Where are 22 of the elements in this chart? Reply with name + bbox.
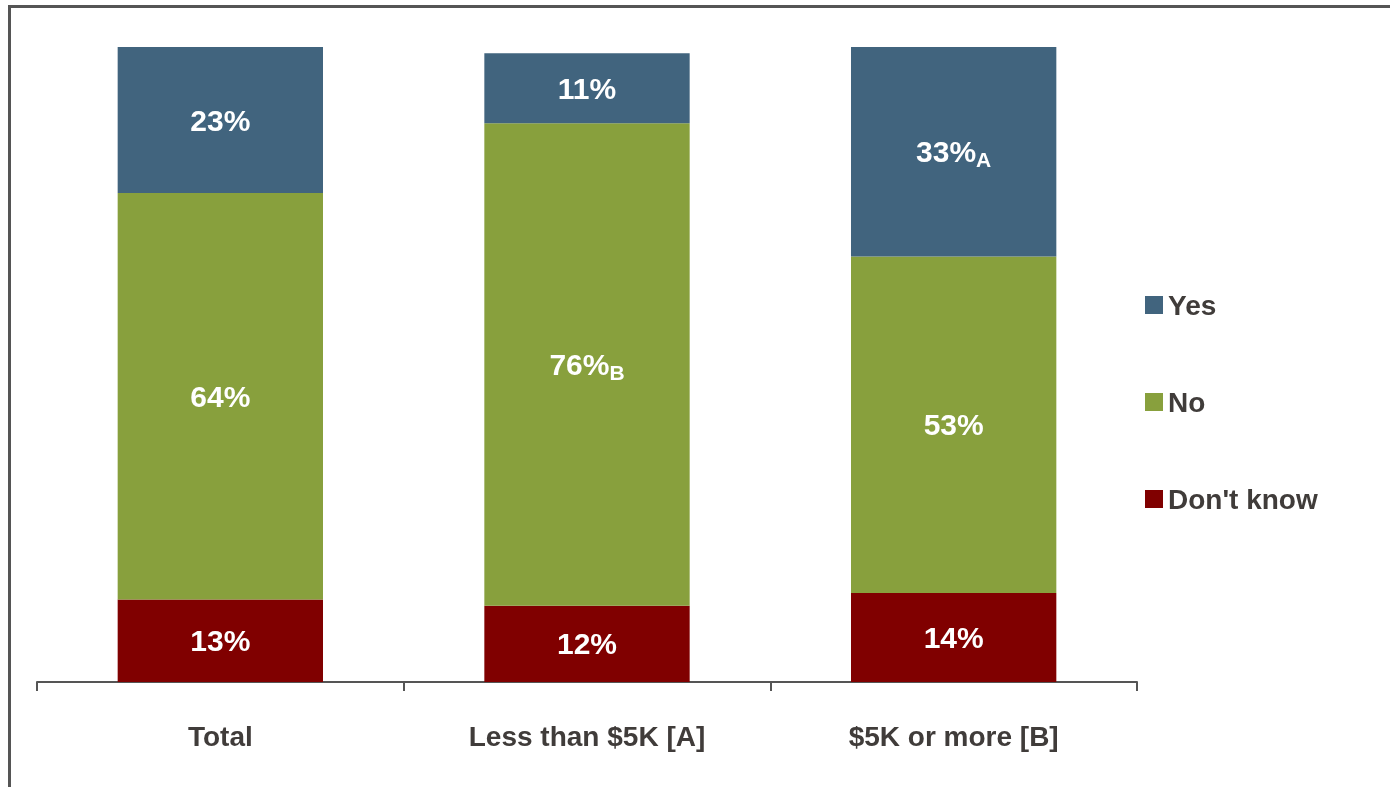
bar — [117, 47, 323, 194]
data-label: 53% — [923, 408, 984, 442]
bar — [484, 605, 690, 682]
bar — [117, 193, 323, 600]
legend-label: Don't know — [1168, 483, 1318, 515]
data-label: 64% — [190, 379, 251, 413]
data-label: 13% — [190, 624, 251, 658]
x-tick-label: Total — [187, 720, 253, 752]
bar — [851, 256, 1057, 594]
x-tick-label: Less than $5K [A] — [468, 720, 706, 752]
data-label: 12% — [556, 627, 618, 661]
data-label: 14% — [923, 621, 984, 655]
x-tick-label: $5K or more [B] — [848, 720, 1059, 752]
legend-label: No — [1168, 386, 1206, 418]
data-label: 23% — [190, 103, 251, 137]
bar — [117, 599, 323, 682]
bar — [851, 47, 1057, 257]
data-label: 11% — [557, 71, 617, 105]
bar — [851, 593, 1057, 682]
legend-label: Yes — [1168, 289, 1217, 321]
bar — [484, 53, 690, 124]
bar — [484, 123, 690, 606]
